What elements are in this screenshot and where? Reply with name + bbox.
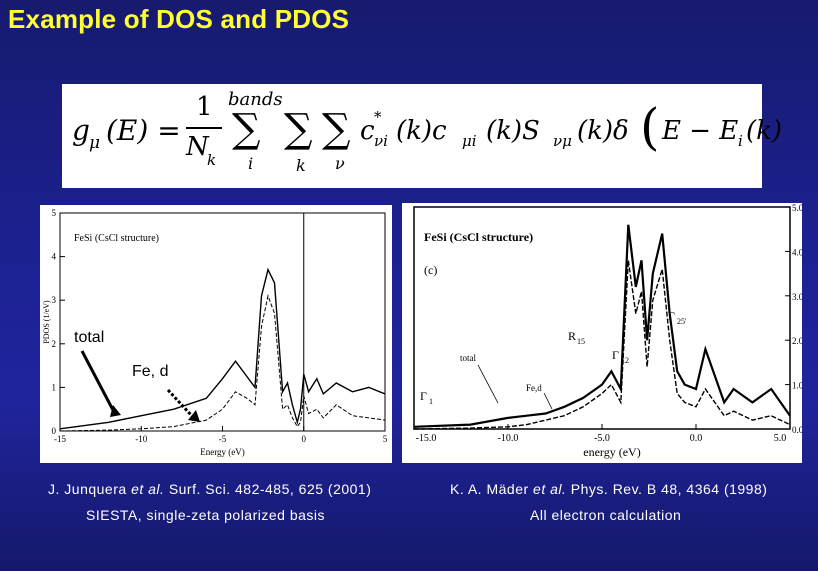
right-reference-caption: K. A. Mäder et al. Phys. Rev. B 48, 4364… — [450, 481, 767, 497]
right-label-total: total — [460, 353, 476, 363]
formula-sum1-bottom: i — [248, 154, 254, 173]
formula-bracket-content: E − E — [662, 116, 739, 146]
annotation-fe-d: Fe, d — [132, 363, 169, 380]
left-xaxis-label: Energy (eV) — [200, 447, 245, 457]
left-plot-frame — [59, 212, 386, 432]
right-xtick-label: 5.0 — [774, 433, 787, 444]
label-gamma12: Γ — [612, 348, 619, 362]
formula-sum3-bottom: ν — [335, 154, 345, 173]
left-ytick-label: 4 — [52, 252, 57, 262]
left-xtick-label: 0 — [302, 434, 307, 444]
label-gamma1-sub: 1 — [429, 397, 433, 406]
left-yaxis-label: PDOS (1/eV) — [42, 300, 51, 344]
right-xtick-label: -10.0 — [498, 433, 519, 444]
formula-lhs: g — [72, 114, 90, 147]
left-ytick-label: 3 — [52, 295, 57, 305]
right-method-caption: All electron calculation — [530, 507, 682, 523]
right-xaxis-label: energy (eV) — [583, 445, 640, 459]
right-label-fed: Fe,d — [526, 383, 542, 393]
formula-c-sub: μi — [462, 132, 477, 150]
total-arrow-head — [110, 405, 121, 417]
left-pdos-chart: -15 -10 -5 0 5 0 1 2 3 4 5 Energy (eV) PDOS (1/eV) Fe… — [42, 208, 388, 457]
formula-term-rest: (k)c — [396, 116, 447, 146]
left-ref-author: J. Junquera — [48, 481, 127, 497]
label-gamma1: Γ — [420, 389, 427, 403]
formula-frac-bar — [186, 127, 222, 129]
right-inner-label: FeSi (CsCl structure) — [424, 230, 533, 244]
left-xtick-label: -10 — [135, 434, 147, 444]
left-method-caption: SIESTA, single-zeta polarized basis — [86, 507, 326, 523]
right-series-line — [413, 224, 791, 428]
left-series-line — [59, 294, 386, 432]
formula-lhs-sub: μ — [89, 133, 101, 153]
total-arrow — [80, 350, 116, 413]
left-ytick-label: 5 — [52, 208, 57, 218]
formula-sum1-top: bands — [228, 89, 283, 110]
formula-bracket-tail: (k) — [746, 116, 783, 146]
left-ref-etal: et al. — [131, 481, 165, 497]
annotation-total: total — [74, 329, 105, 346]
formula-bracket-open: ( — [640, 98, 660, 156]
formula-bracket-sub: i — [738, 132, 743, 150]
pdos-formula: g μ (E) = 1 N k bands ∑ i ∑ k ∑ ν c * νi… — [62, 84, 782, 188]
left-ytick-label: 1 — [52, 382, 57, 392]
formula-term-rest2: (k)S — [486, 116, 540, 146]
formula-sum2-sign: ∑ — [284, 106, 313, 152]
right-series-line — [413, 260, 791, 430]
formula-sum1-sign: ∑ — [232, 106, 261, 152]
label-gamma12-sub: 12 — [621, 356, 629, 365]
left-xtick-label: -5 — [219, 434, 227, 444]
right-ytick-label: 3.0 — [792, 292, 802, 302]
fed-arrow-head — [188, 410, 200, 422]
left-ytick-label: 0 — [52, 426, 57, 436]
right-ytick-label: 5.0 — [792, 203, 802, 213]
right-fed-leader — [543, 392, 553, 410]
label-r15: R — [568, 329, 576, 343]
right-xtick-label: -5.0 — [594, 433, 610, 444]
formula-c-star-sub: νi — [374, 132, 388, 150]
formula-sum3-sign: ∑ — [322, 106, 351, 152]
right-pdos-chart: -15.0 -10.0 -5.0 0.0 5.0 0.0 1.0 2.0 3.0 4.0 5.0 en… — [413, 203, 802, 459]
formula-c-star: c — [360, 116, 375, 146]
left-xtick-label: 5 — [383, 434, 388, 444]
right-ref-etal: et al. — [533, 481, 567, 497]
label-gamma25-sub: 25' — [677, 317, 687, 326]
formula-sum2-bottom: k — [296, 156, 306, 175]
formula-lhs-arg: (E) = — [106, 114, 181, 147]
right-xtick-label: -15.0 — [416, 433, 437, 444]
formula-term-rest3: (k)δ — [577, 116, 629, 146]
right-panel-label: (c) — [424, 263, 437, 277]
left-series-line — [59, 267, 386, 430]
formula-frac-den-sub: k — [207, 151, 217, 169]
right-ytick-label: 1.0 — [792, 381, 802, 391]
left-ytick-label: 2 — [52, 339, 57, 349]
left-reference-caption: J. Junquera et al. Surf. Sci. 482-485, 6… — [48, 481, 371, 497]
fed-arrow — [166, 388, 194, 418]
right-ytick-label: 0.0 — [792, 425, 802, 435]
formula-frac-num: 1 — [196, 92, 213, 122]
right-ref-rest: Phys. Rev. B 48, 4364 (1998) — [570, 481, 768, 497]
formula-frac-den: N — [186, 132, 209, 162]
label-gamma25: Γ — [668, 309, 675, 323]
right-ref-author: K. A. Mäder — [450, 481, 529, 497]
slide-title: Example of DOS and PDOS — [8, 4, 350, 34]
right-pdos-plot: -15.0 -10.0 -5.0 0.0 5.0 0.0 1.0 2.0 3.0 4.0 5.0 en… — [402, 203, 802, 463]
right-ytick-label: 2.0 — [792, 336, 802, 346]
left-ref-rest: Surf. Sci. 482-485, 625 (2001) — [168, 481, 372, 497]
formula-c-star-sup: * — [374, 108, 382, 126]
left-xtick-label: -15 — [54, 434, 66, 444]
left-inner-label: FeSi (CsCl structure) — [74, 233, 159, 244]
left-pdos-plot: -15 -10 -5 0 5 0 1 2 3 4 5 Energy (eV) PDOS (1/eV) Fe… — [40, 205, 392, 463]
right-xtick-label: 0.0 — [690, 433, 703, 444]
label-r15-sub: 15 — [577, 337, 585, 346]
right-total-leader — [477, 364, 499, 404]
right-ytick-label: 4.0 — [792, 247, 802, 257]
formula-s-sub: νμ — [553, 132, 572, 150]
